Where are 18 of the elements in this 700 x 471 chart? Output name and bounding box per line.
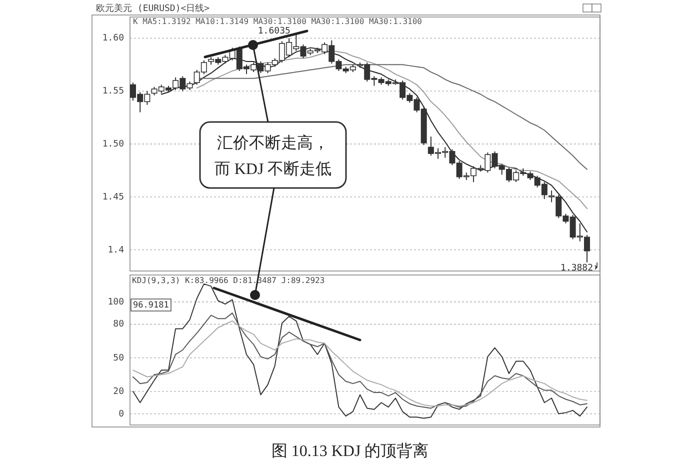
y-tick-label: 1.50 <box>102 139 124 150</box>
annotation: 1.6035 <box>258 26 290 36</box>
caption: 图 10.13 KDJ 的顶背离 <box>271 442 429 460</box>
y-tick-label: 80 <box>113 320 124 330</box>
annotation: 汇价不断走高，而 KDJ 不断走低 <box>214 134 332 178</box>
line-series <box>132 283 588 419</box>
y-tick-label: 100 <box>108 297 124 308</box>
y-tick-label: 1.55 <box>102 86 124 97</box>
annotation: 1.3882 <box>560 263 593 274</box>
y-tick-label: 20 <box>113 386 124 397</box>
y-tick-label: 1.45 <box>102 192 124 202</box>
y-tick-label: 0 <box>118 409 124 420</box>
chart-subtitle: K MA5:1.3192 MA10:1.3149 MA30:1.3100 MA30:1.3100 MA30:1.3100 <box>133 17 422 26</box>
annotation: 96.9181 <box>133 300 169 310</box>
y-tick-label: 1.4 <box>108 245 124 256</box>
y-tick-label: 50 <box>113 353 124 364</box>
chart-title: 欧元美元 (EURUSD)<日线> <box>96 3 210 14</box>
y-tick-label: 1.60 <box>102 34 124 44</box>
